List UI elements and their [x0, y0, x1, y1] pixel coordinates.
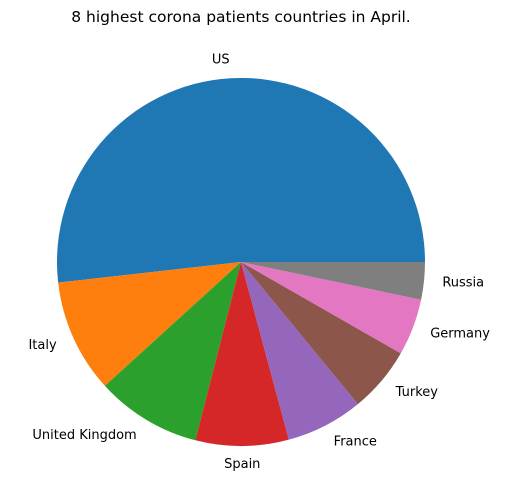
pie-slices	[57, 77, 425, 447]
pie-label-turkey: Turkey	[395, 385, 439, 400]
pie-slice-us	[57, 77, 425, 283]
chart-title: 8 highest corona patients countries in A…	[71, 8, 411, 26]
pie-label-spain: Spain	[224, 457, 260, 472]
pie-slice-italy	[58, 262, 241, 386]
pie-labels: US Italy United Kingdom Spain France Turkey Ge…	[28, 52, 490, 471]
pie-slice-spain	[195, 262, 289, 447]
pie-slice-united-kingdom	[104, 262, 242, 441]
pie-label-us: US	[212, 52, 230, 67]
pie-slice-france	[241, 262, 358, 440]
pie-label-russia: Russia	[442, 275, 484, 290]
pie-label-germany: Germany	[430, 326, 490, 341]
pie-label-france: France	[334, 434, 377, 449]
pie-label-united-kingdom: United Kingdom	[32, 428, 136, 443]
pie-slice-turkey	[241, 262, 401, 405]
pie-slice-russia	[241, 262, 425, 300]
pie-label-italy: Italy	[28, 338, 57, 353]
pie-slice-germany	[241, 262, 422, 354]
